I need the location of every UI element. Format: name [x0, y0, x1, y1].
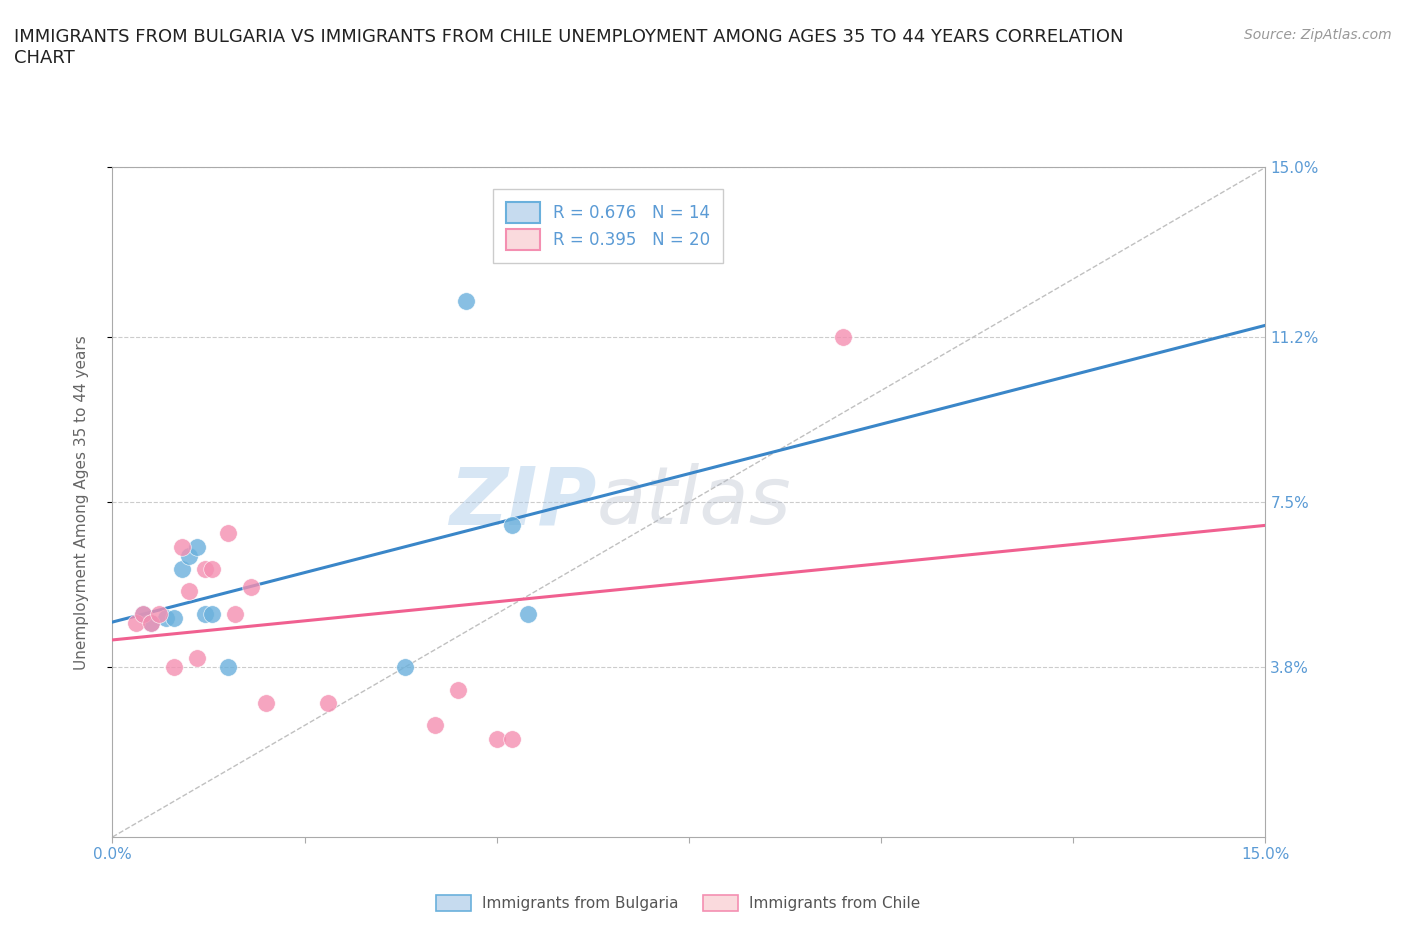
Point: [831, 329, 853, 344]
Point: [179, 584, 201, 599]
Point: [132, 606, 155, 621]
Point: [217, 660, 239, 675]
Text: Immigrants from Bulgaria: Immigrants from Bulgaria: [482, 896, 679, 910]
Point: [170, 539, 193, 554]
Point: [501, 517, 523, 532]
Point: [501, 731, 523, 746]
Point: [239, 579, 262, 594]
Point: [194, 562, 217, 577]
Point: [139, 616, 162, 631]
Y-axis label: Unemployment Among Ages 35 to 44 years: Unemployment Among Ages 35 to 44 years: [75, 335, 89, 670]
Text: IMMIGRANTS FROM BULGARIA VS IMMIGRANTS FROM CHILE UNEMPLOYMENT AMONG AGES 35 TO : IMMIGRANTS FROM BULGARIA VS IMMIGRANTS F…: [14, 28, 1123, 67]
Legend: R = 0.676   N = 14, R = 0.395   N = 20: R = 0.676 N = 14, R = 0.395 N = 20: [494, 189, 724, 263]
Point: [316, 696, 339, 711]
Point: [201, 606, 224, 621]
Point: [454, 294, 477, 309]
Point: [394, 660, 416, 675]
Point: [447, 683, 470, 698]
Point: [217, 526, 239, 541]
Point: [201, 562, 224, 577]
Point: [155, 611, 177, 626]
Point: [124, 616, 146, 631]
Point: [132, 606, 155, 621]
Point: [425, 718, 447, 733]
Point: [194, 606, 217, 621]
Point: [485, 731, 508, 746]
Point: [163, 611, 186, 626]
Point: [254, 696, 277, 711]
Text: atlas: atlas: [596, 463, 792, 541]
Point: [224, 606, 246, 621]
Point: [148, 606, 170, 621]
Point: [163, 660, 186, 675]
Text: Source: ZipAtlas.com: Source: ZipAtlas.com: [1244, 28, 1392, 42]
Point: [186, 651, 208, 666]
Point: [139, 616, 162, 631]
Point: [186, 539, 208, 554]
Point: [516, 606, 538, 621]
Point: [170, 562, 193, 577]
Point: [179, 549, 201, 564]
Text: ZIP: ZIP: [450, 463, 596, 541]
Text: Immigrants from Chile: Immigrants from Chile: [749, 896, 921, 910]
